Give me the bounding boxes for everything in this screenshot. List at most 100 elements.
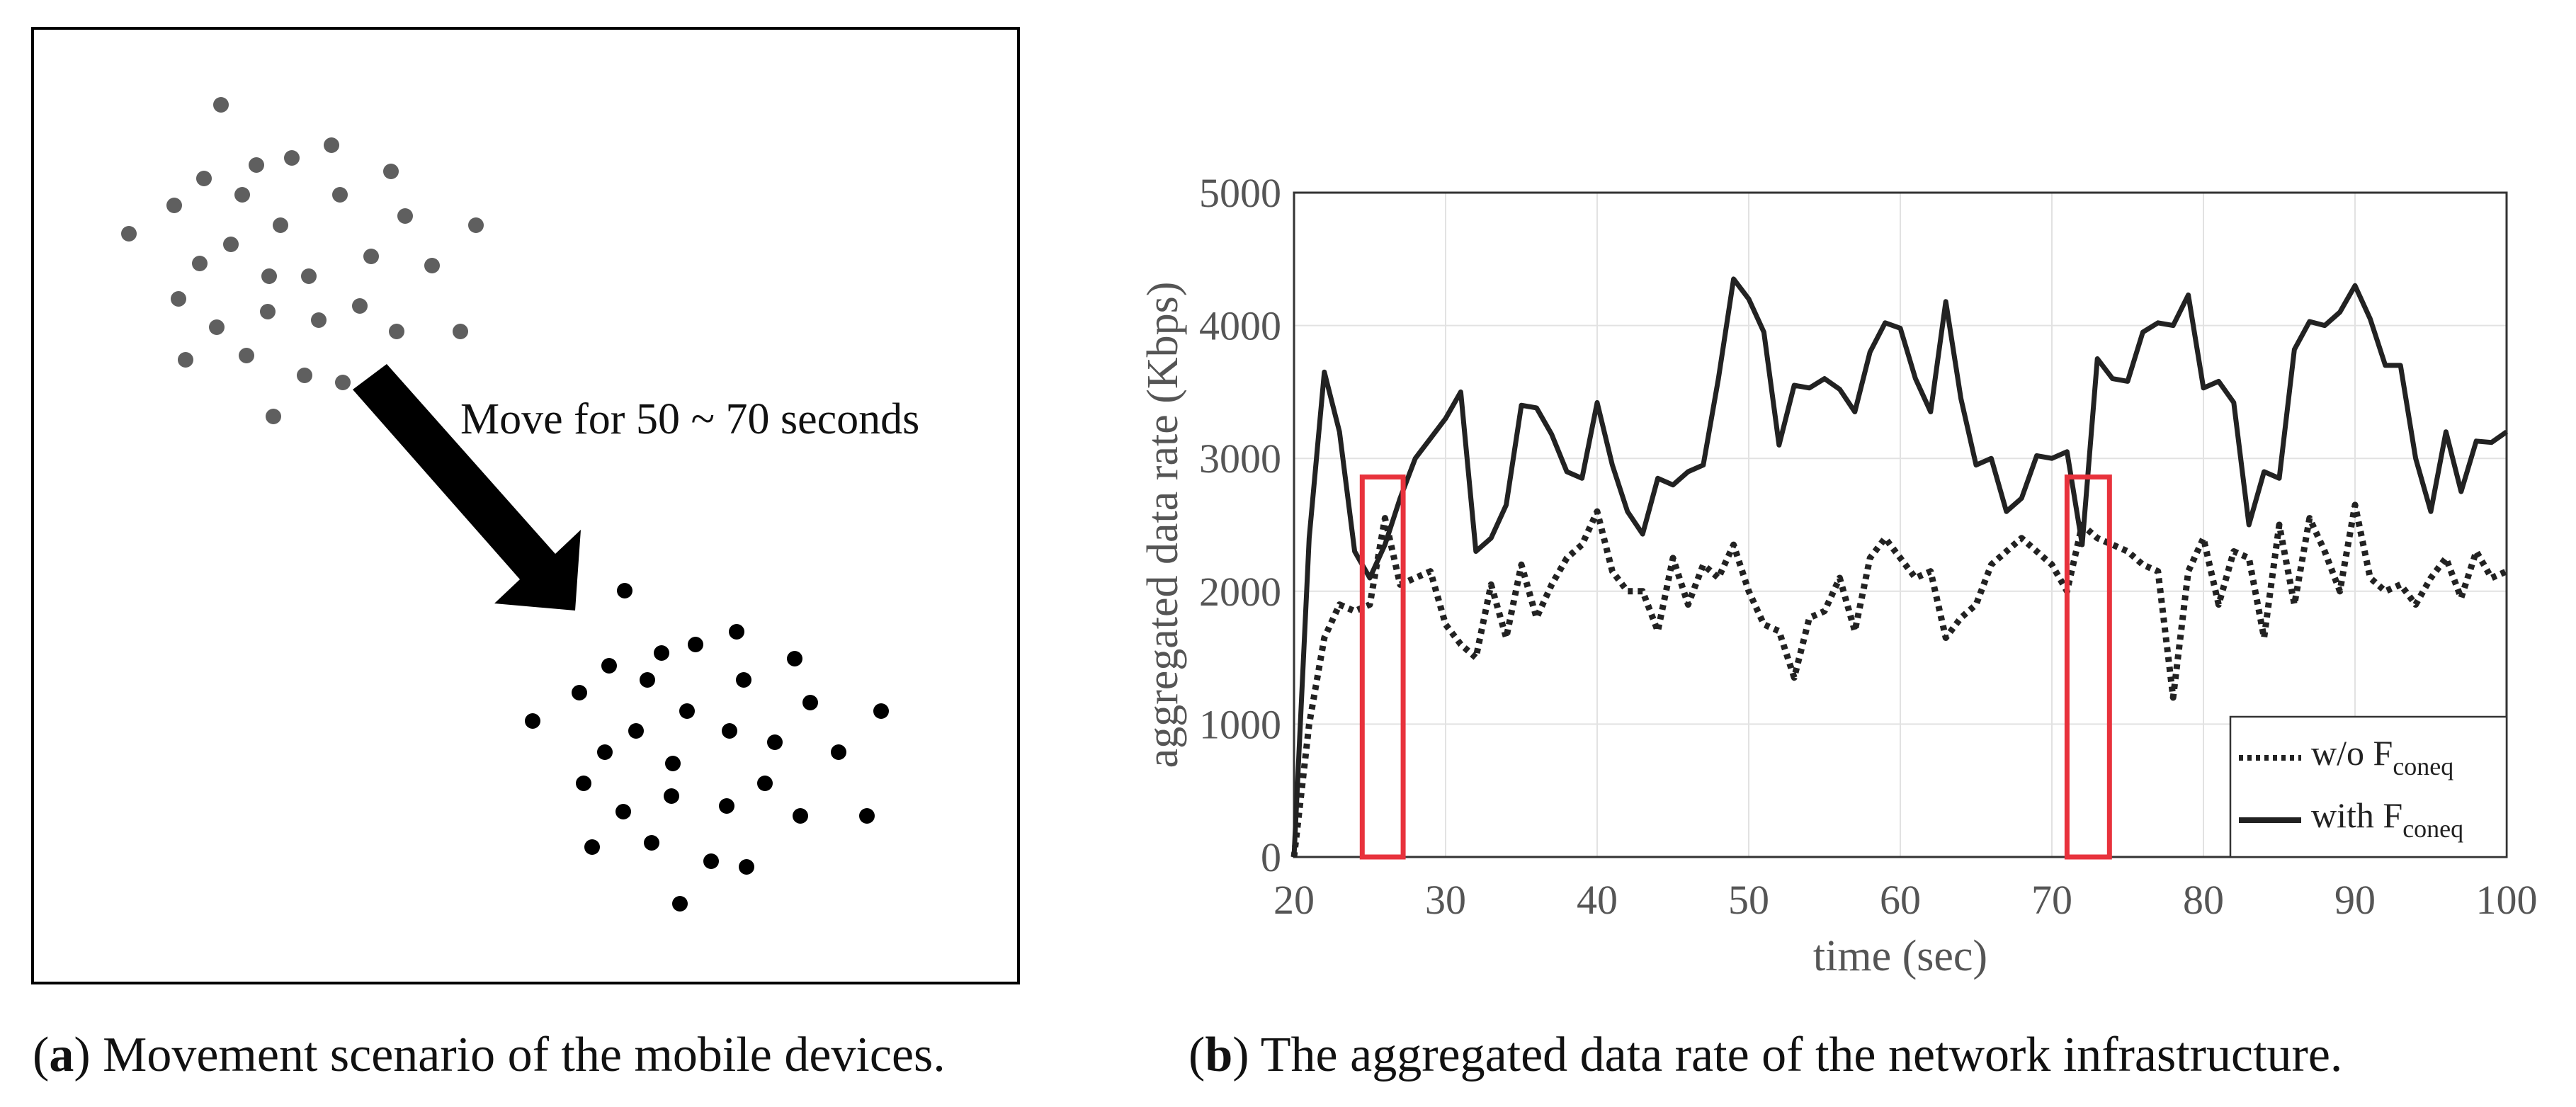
x-tick-label: 30 xyxy=(1425,877,1466,923)
device-dot-after xyxy=(601,658,617,674)
y-tick-label: 0 xyxy=(1261,834,1281,880)
device-dot-before xyxy=(196,171,212,186)
x-axis-label: time (sec) xyxy=(1813,932,1987,980)
device-dot-after xyxy=(719,798,734,814)
device-dot-before xyxy=(213,97,229,113)
series-line-without xyxy=(1290,501,2508,858)
device-dot-after xyxy=(873,703,889,719)
movement-annotation: Move for 50 ~ 70 seconds xyxy=(460,395,919,443)
device-dot-before xyxy=(192,256,208,271)
device-dot-after xyxy=(736,672,751,688)
highlight-box xyxy=(2064,474,2112,860)
device-dot-before xyxy=(239,348,254,363)
device-dot-after xyxy=(722,723,737,739)
x-tick-label: 50 xyxy=(1728,877,1769,923)
panel-a: Move for 50 ~ 70 seconds (a) Movement sc… xyxy=(0,0,1048,1107)
x-tick-label: 20 xyxy=(1273,877,1315,923)
series-line-with xyxy=(1291,276,2509,858)
device-dot-before xyxy=(352,298,368,314)
legend-label-with-main: with F xyxy=(2311,795,2402,835)
device-dot-before xyxy=(297,368,312,383)
data-rate-chart: 20 30 40 50 60 70 80 90 100010002000300040005000… xyxy=(1139,170,2538,980)
y-tick-label: 1000 xyxy=(1199,701,1281,747)
legend-label-without: w/o Fconeq xyxy=(2311,733,2453,780)
device-group-after xyxy=(525,583,889,912)
device-dot-after xyxy=(525,713,540,729)
device-dot-after xyxy=(757,776,773,791)
device-dot-after xyxy=(767,734,783,750)
device-dot-before xyxy=(166,198,182,213)
x-tick-label: 80 xyxy=(2183,877,2224,923)
legend-box xyxy=(2229,715,2508,858)
x-tick-label: 40 xyxy=(1577,877,1618,923)
device-dot-after xyxy=(672,896,688,912)
device-dot-after xyxy=(640,672,655,688)
device-dot-after xyxy=(654,645,669,661)
device-dot-after xyxy=(793,808,808,824)
device-dot-before xyxy=(324,137,339,153)
legend-label-without-sub: coneq xyxy=(2393,752,2453,780)
panel-b: 20 30 40 50 60 70 80 90 100 0 1000 2000 3000 4000 5000… xyxy=(1105,0,2576,1107)
highlight-box xyxy=(1359,474,1406,860)
device-dot-before xyxy=(178,352,193,368)
device-dot-before xyxy=(171,291,186,307)
device-dot-after xyxy=(576,776,591,791)
device-dot-before xyxy=(249,157,264,173)
caption-a-letter: a xyxy=(49,1028,74,1082)
device-dot-after xyxy=(831,744,846,760)
device-dot-after xyxy=(628,723,644,739)
device-dot-after xyxy=(572,685,587,700)
legend-label-with-sub: coneq xyxy=(2402,814,2463,843)
caption-b-letter: b xyxy=(1205,1028,1233,1082)
y-axis-label: aggregated data rate (Kbps) xyxy=(1139,282,1187,768)
device-dot-after xyxy=(617,583,632,598)
device-dot-after xyxy=(802,695,818,710)
device-dot-before xyxy=(389,324,404,339)
y-tick-label: 3000 xyxy=(1199,436,1281,482)
x-tick-label: 70 xyxy=(2031,877,2072,923)
device-dot-before xyxy=(209,319,225,335)
scenario-frame xyxy=(31,27,1020,984)
device-dot-after xyxy=(665,756,681,771)
y-tick-label: 5000 xyxy=(1199,170,1281,216)
device-dot-after xyxy=(644,835,659,851)
legend: w/o Fconeq with Fconeq xyxy=(2229,715,2508,858)
device-dot-before xyxy=(397,208,413,224)
caption-a-text: Movement scenario of the mobile devices. xyxy=(103,1028,946,1082)
device-dot-before xyxy=(332,187,348,203)
caption-b-text: The aggregated data rate of the network … xyxy=(1260,1028,2343,1082)
device-dot-before xyxy=(121,226,137,242)
device-dot-after xyxy=(597,744,613,760)
device-dot-before xyxy=(234,187,250,203)
device-dot-before xyxy=(261,268,277,284)
device-dot-after xyxy=(664,788,679,804)
device-dot-after xyxy=(739,859,754,875)
device-dot-after xyxy=(703,853,719,869)
device-dot-before xyxy=(284,150,300,166)
device-dot-before xyxy=(468,217,484,233)
device-dot-after xyxy=(859,808,875,824)
device-dot-before xyxy=(301,268,317,284)
device-dot-before xyxy=(311,312,327,328)
device-dot-after xyxy=(615,804,631,819)
series-layer xyxy=(1290,276,2509,858)
x-tick-label: 90 xyxy=(2334,877,2376,923)
highlight-boxes xyxy=(1359,474,2112,860)
move-arrow-icon xyxy=(353,364,581,611)
x-tick-label: 60 xyxy=(1880,877,1921,923)
device-dot-after xyxy=(679,703,695,719)
device-dot-before xyxy=(453,324,468,339)
device-dot-before xyxy=(273,217,288,233)
caption-b: (b) The aggregated data rate of the netw… xyxy=(1188,1028,2343,1082)
device-group-before xyxy=(121,97,484,424)
device-dot-before xyxy=(363,249,379,264)
device-dot-after xyxy=(584,839,600,855)
y-tick-label: 2000 xyxy=(1199,569,1281,615)
device-dot-after xyxy=(729,624,744,640)
x-tick-label: 100 xyxy=(2476,877,2538,923)
legend-label-without-main: w/o F xyxy=(2311,733,2393,773)
movement-scenario-figure: Move for 50 ~ 70 seconds xyxy=(31,27,1020,984)
device-dot-before xyxy=(335,375,351,390)
device-dot-after xyxy=(787,651,802,666)
